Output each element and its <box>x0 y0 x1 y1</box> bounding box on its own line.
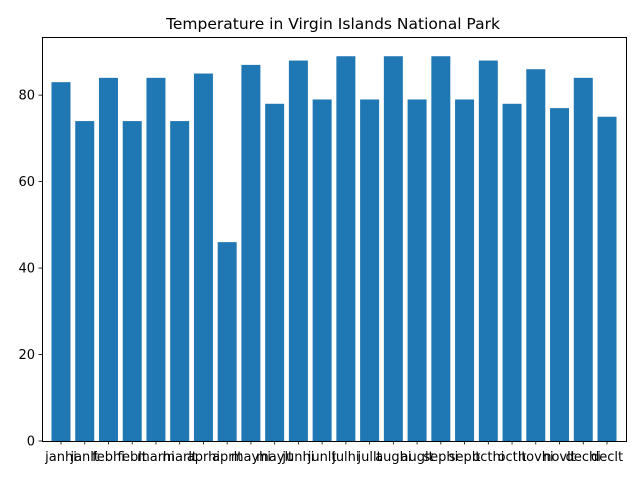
x-tick-label: maylt <box>256 450 293 465</box>
bar <box>122 121 142 442</box>
bar <box>51 82 71 442</box>
x-tick-label: novhi <box>518 450 554 465</box>
bar <box>573 77 593 441</box>
bar <box>241 64 261 441</box>
x-tick-label: marlt <box>162 450 197 465</box>
x-tick-label: marhi <box>137 450 175 465</box>
x-tick-label: janhi <box>44 450 77 465</box>
x-tick-label: feblt <box>117 450 147 465</box>
bar <box>336 56 356 441</box>
bar <box>455 99 475 441</box>
x-tick-label: sephi <box>423 450 458 465</box>
y-tick-label: 80 <box>18 89 35 104</box>
x-tick-label: aprhi <box>187 450 220 465</box>
bar <box>312 99 332 441</box>
bar <box>502 103 522 441</box>
bar <box>526 69 546 442</box>
x-tick-label: octhi <box>472 450 504 465</box>
bar <box>597 116 617 441</box>
bar <box>98 77 118 441</box>
bar <box>193 73 213 441</box>
bar <box>550 108 570 442</box>
bar <box>265 103 285 441</box>
x-tick-label: aughi <box>375 450 411 465</box>
bar <box>288 60 308 441</box>
y-tick-label: 60 <box>18 175 35 190</box>
x-tick-label: novlt <box>543 450 576 465</box>
x-tick-label: mayhi <box>231 450 271 465</box>
x-tick-label: julhi <box>331 450 359 465</box>
x-axis: janhijanltfebhifebltmarhimarltaprhiaprlt… <box>44 441 623 465</box>
bar <box>478 60 498 441</box>
bar <box>170 121 190 442</box>
y-tick-label: 0 <box>27 435 35 450</box>
bar <box>431 56 451 441</box>
x-tick-label: aprlt <box>212 450 242 465</box>
bar-series <box>51 56 617 442</box>
y-tick-label: 20 <box>18 348 35 363</box>
bar <box>360 99 380 441</box>
x-tick-label: febhi <box>92 450 125 465</box>
x-tick-label: declt <box>591 450 623 465</box>
x-tick-label: seplt <box>449 450 481 465</box>
bar <box>146 77 166 441</box>
bar <box>75 121 95 442</box>
bar <box>407 99 427 441</box>
y-tick-label: 40 <box>18 262 35 277</box>
bar <box>383 56 403 441</box>
plot-frame <box>42 37 627 442</box>
x-tick-label: jullt <box>357 450 382 465</box>
x-tick-label: junhi <box>281 450 314 465</box>
y-axis: 0 20 40 60 80 <box>18 89 42 450</box>
x-tick-label: octlt <box>498 450 527 465</box>
x-tick-label: auglt <box>401 450 434 465</box>
x-tick-label: janlt <box>69 450 99 465</box>
x-tick-label: junlt <box>307 450 337 465</box>
bar <box>217 242 237 441</box>
chart-title: Temperature in Virgin Islands National P… <box>165 15 500 33</box>
x-tick-label: dechi <box>566 450 601 465</box>
